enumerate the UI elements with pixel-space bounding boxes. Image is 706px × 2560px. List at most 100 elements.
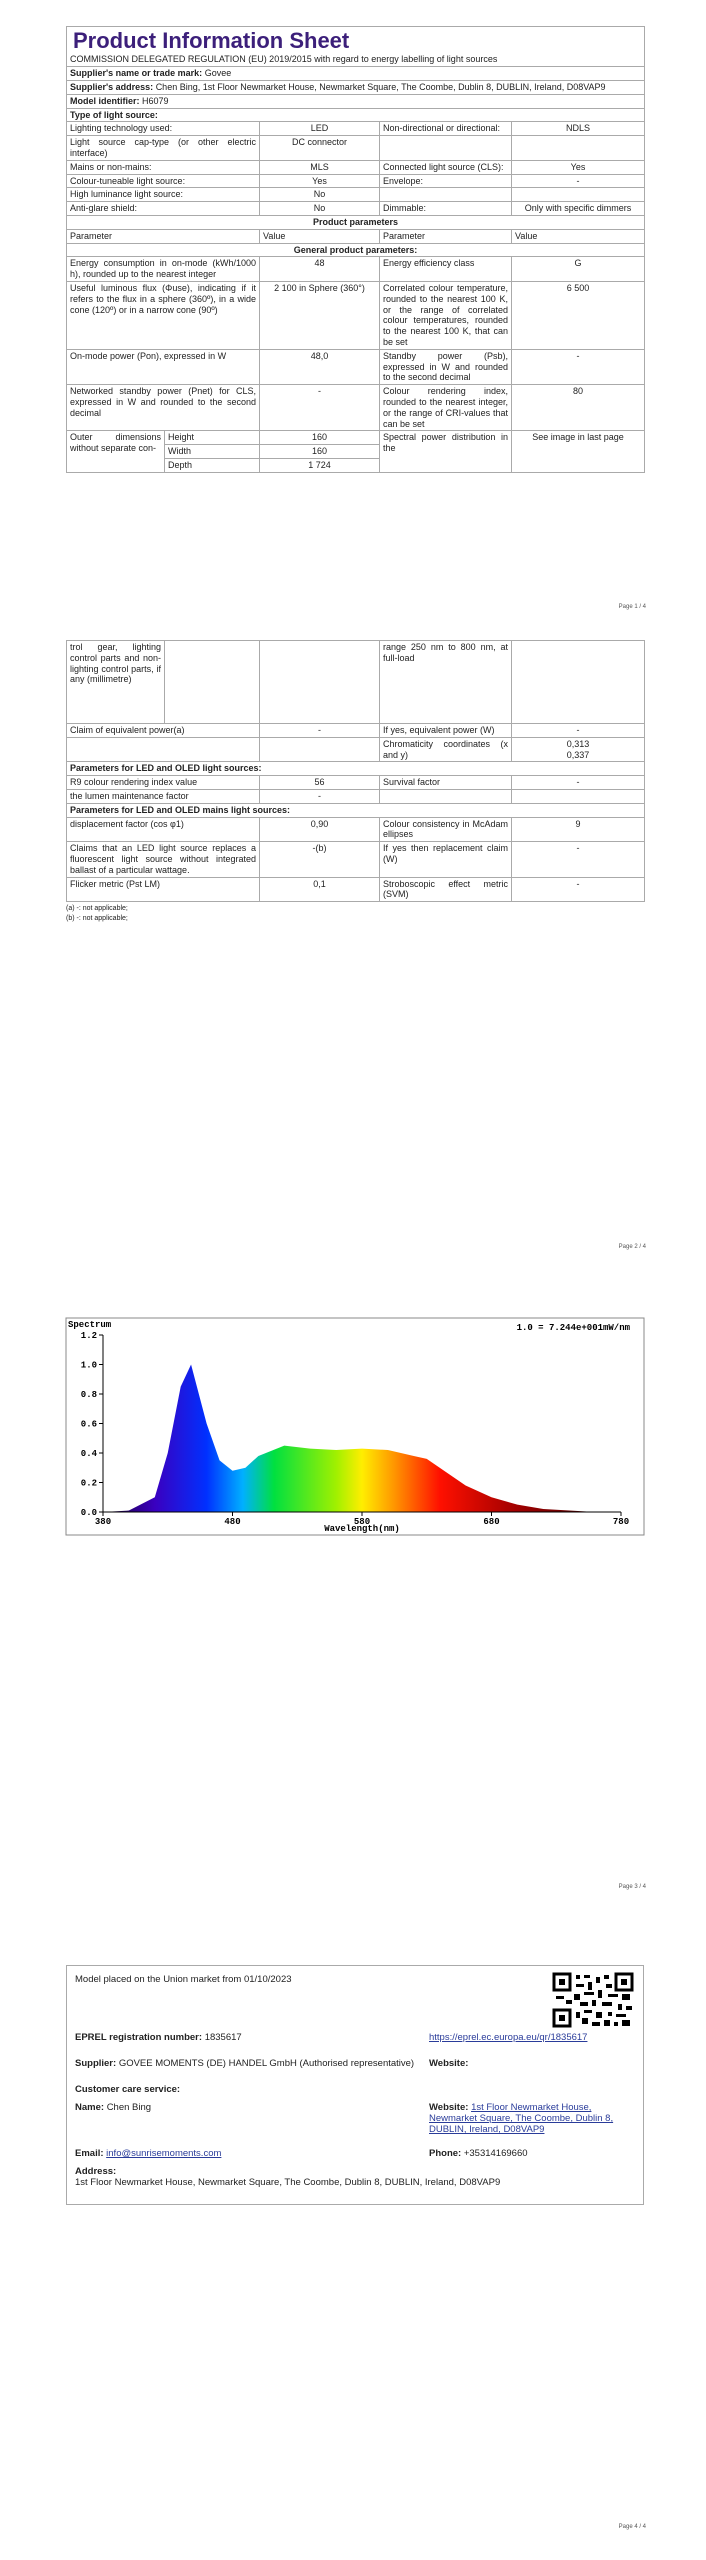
label: If yes, equivalent power (W)	[379, 723, 512, 738]
title: Product Information Sheet	[73, 28, 350, 53]
subtitle: COMMISSION DELEGATED REGULATION (EU) 201…	[70, 54, 498, 65]
label: Useful luminous flux (Φuse), indicating …	[66, 280, 260, 350]
value	[510, 135, 646, 161]
label: Outer dimensions without separate con-	[66, 430, 165, 473]
qr-code	[552, 1972, 634, 2028]
value: +35314169660	[463, 2148, 528, 2159]
label: Non-directional or directional:	[379, 121, 512, 137]
label: Website:	[429, 2058, 469, 2069]
label	[379, 788, 512, 804]
y-tick-label: 0.0	[81, 1508, 97, 1518]
value	[510, 187, 646, 203]
contact-box: Model placed on the Union market from 01…	[66, 1965, 644, 2205]
label: Name:	[75, 2102, 105, 2113]
label: R9 colour rendering index value	[66, 775, 260, 790]
value: 0,313 0,337	[511, 736, 645, 763]
page: trol gear, lighting control parts and no…	[0, 640, 706, 1280]
label	[379, 187, 512, 203]
section: Product parameters	[65, 214, 646, 230]
value: MLS	[259, 159, 380, 175]
value: Only with specific dimmers	[510, 201, 646, 216]
label: Energy efficiency class	[379, 256, 512, 282]
market-date: Model placed on the Union market from 01…	[75, 1974, 292, 1985]
y-tick-label: 0.8	[81, 1390, 97, 1400]
section: Type of light source:	[65, 107, 646, 123]
label: Depth	[164, 457, 260, 473]
label: High luminance light source:	[66, 187, 260, 203]
section: Parameters for LED and OLED light source…	[66, 761, 645, 777]
label: Dimmable:	[379, 201, 512, 216]
value: 48,0	[259, 348, 380, 386]
section: General product parameters:	[65, 242, 646, 258]
label: Email:	[75, 2148, 104, 2159]
label: Supplier's address:	[70, 81, 154, 92]
label	[66, 736, 260, 763]
value: 80	[510, 384, 646, 432]
value: 1835617	[204, 2032, 242, 2043]
value: LED	[259, 121, 380, 137]
label: Claims that an LED light source replaces…	[66, 841, 260, 878]
value: 2 100 in Sphere (360°)	[259, 280, 380, 350]
y-tick-label: 1.0	[81, 1361, 97, 1371]
chart-title: Spectrum	[68, 1320, 112, 1330]
value: 160	[259, 444, 380, 459]
label: Standby power (Psb), expressed in W and …	[379, 348, 512, 386]
value: No	[259, 201, 380, 216]
label: Width	[164, 444, 260, 459]
label: displacement factor (cos φ1)	[66, 816, 260, 843]
label: Lighting technology used:	[66, 121, 260, 137]
value: 0,90	[259, 816, 380, 843]
value: NDLS	[510, 121, 646, 137]
page-number: Page 1 / 4	[618, 604, 646, 610]
label: Networked standby power (Pnet) for CLS, …	[66, 384, 260, 432]
label: Supplier:	[75, 2058, 117, 2069]
label: If yes then replacement claim (W)	[379, 841, 512, 878]
label: Anti-glare shield:	[66, 201, 260, 216]
x-tick-label: 480	[224, 1517, 240, 1527]
value	[511, 788, 645, 804]
label: Supplier's name or trade mark:	[70, 68, 203, 79]
spectrum-chart: Spectrum 1.0 = 7.244e+001mW/nm Wavelengt…	[65, 1317, 645, 1536]
label: Mains or non-mains:	[66, 159, 260, 175]
value: -	[259, 384, 380, 432]
value: -	[511, 841, 645, 878]
label: Colour-tuneable light source:	[66, 173, 260, 189]
label: Connected light source (CLS):	[379, 159, 512, 175]
value: Chen Bing, 1st Floor Newmarket House, Ne…	[155, 81, 606, 92]
header: Parameter	[66, 228, 260, 244]
label: EPREL registration number:	[75, 2032, 203, 2043]
chart-note: 1.0 = 7.244e+001mW/nm	[517, 1323, 631, 1333]
page: Product Information Sheet COMMISSION DELE…	[0, 0, 706, 640]
label: Claim of equivalent power(a)	[66, 723, 260, 738]
website-link[interactable]: 1st Floor Newmarket House, Newmarket Squ…	[429, 2102, 614, 2135]
label: Flicker metric (Pst LM)	[66, 876, 260, 903]
value: DC connector	[259, 135, 380, 161]
label: Address:	[75, 2166, 117, 2177]
y-tick-label: 0.6	[81, 1420, 97, 1430]
value: Govee	[204, 68, 232, 79]
value: -	[510, 173, 646, 189]
value: 6 500	[510, 280, 646, 350]
value: -	[259, 788, 380, 804]
footnote: (a) -: not applicable;	[66, 905, 128, 913]
value: H6079	[142, 95, 169, 106]
email-link[interactable]: info@sunrisemoments.com	[106, 2148, 222, 2159]
label: range 250 nm to 800 nm, at full-load	[379, 640, 512, 724]
label: the lumen maintenance factor	[66, 788, 260, 804]
label: Stroboscopic effect metric (SVM)	[379, 876, 512, 903]
value	[259, 736, 380, 763]
label: Model identifier:	[70, 95, 140, 106]
eprel-link[interactable]: https://eprel.ec.europa.eu/qr/1835617	[429, 2032, 588, 2043]
x-tick-label: 680	[483, 1517, 499, 1527]
section: Customer care service:	[75, 2084, 181, 2095]
y-tick-label: 1.2	[81, 1331, 97, 1341]
label: Colour consistency in McAdam ellipses	[379, 816, 512, 843]
info-table: Product Information Sheet COMMISSION DELE…	[65, 25, 646, 473]
value: 56	[259, 775, 380, 790]
section: Parameters for LED and OLED mains light …	[66, 802, 645, 818]
value: Yes	[259, 173, 380, 189]
label: Spectral power distribution in the	[379, 430, 512, 473]
value: See image in last page	[510, 430, 646, 473]
value: -	[511, 723, 645, 738]
